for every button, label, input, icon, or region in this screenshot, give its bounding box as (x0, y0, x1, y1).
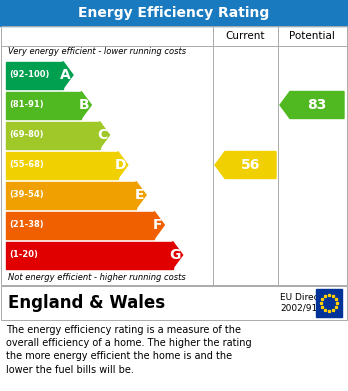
Polygon shape (118, 151, 128, 179)
Text: (69-80): (69-80) (9, 131, 44, 140)
Text: EU Directive: EU Directive (280, 294, 336, 303)
Bar (1, 26, 347, 285)
Bar (316, 289, 342, 317)
Text: 2002/91/EC: 2002/91/EC (280, 303, 332, 312)
Text: A: A (60, 68, 71, 82)
Bar (1, 286, 347, 320)
Bar (0, 321, 348, 391)
Text: B: B (79, 98, 89, 112)
Bar (6, 242, 173, 269)
Bar (6, 61, 63, 88)
Text: The energy efficiency rating is a measure of the
overall efficiency of a home. T: The energy efficiency rating is a measur… (6, 325, 252, 375)
Text: Not energy efficient - higher running costs: Not energy efficient - higher running co… (8, 273, 186, 282)
Text: Very energy efficient - lower running costs: Very energy efficient - lower running co… (8, 47, 186, 57)
Polygon shape (136, 181, 146, 208)
Polygon shape (81, 91, 91, 118)
Text: G: G (169, 248, 181, 262)
Text: F: F (153, 218, 162, 232)
Text: 83: 83 (307, 98, 327, 112)
Text: (81-91): (81-91) (9, 100, 44, 109)
Text: 56: 56 (241, 158, 260, 172)
Text: England & Wales: England & Wales (8, 294, 165, 312)
Text: Potential: Potential (289, 31, 335, 41)
Polygon shape (215, 151, 276, 179)
Polygon shape (173, 242, 183, 269)
Text: C: C (97, 128, 108, 142)
Bar (6, 91, 81, 118)
Bar (6, 151, 118, 179)
Bar (6, 181, 136, 208)
Polygon shape (280, 91, 344, 118)
Polygon shape (100, 122, 110, 149)
Bar (6, 122, 100, 149)
Text: Energy Efficiency Rating: Energy Efficiency Rating (78, 6, 270, 20)
Text: (1-20): (1-20) (9, 251, 38, 260)
Text: (92-100): (92-100) (9, 70, 49, 79)
Text: E: E (135, 188, 144, 202)
Polygon shape (155, 212, 164, 239)
Text: (55-68): (55-68) (9, 160, 44, 170)
Text: (21-38): (21-38) (9, 221, 44, 230)
Bar (0, 0, 348, 26)
Text: Current: Current (226, 31, 265, 41)
Bar (0, 285, 348, 321)
Polygon shape (63, 61, 73, 88)
Bar (6, 212, 155, 239)
Text: D: D (114, 158, 126, 172)
Text: (39-54): (39-54) (9, 190, 44, 199)
